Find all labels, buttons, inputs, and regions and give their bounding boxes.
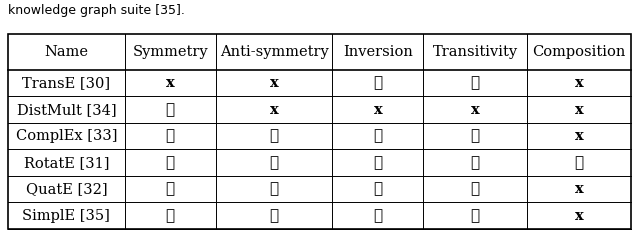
Text: ✓: ✓: [575, 156, 584, 170]
Text: Transitivity: Transitivity: [433, 45, 518, 59]
Text: x: x: [374, 103, 382, 117]
Text: ✓: ✓: [166, 182, 175, 196]
Text: ✓: ✓: [269, 156, 278, 170]
Text: x: x: [269, 103, 278, 117]
Text: x: x: [269, 76, 278, 90]
Text: ✓: ✓: [470, 209, 480, 223]
Text: ✓: ✓: [269, 182, 278, 196]
Text: TransE [30]: TransE [30]: [22, 76, 111, 90]
Text: ✓: ✓: [166, 129, 175, 143]
Text: ✓: ✓: [373, 76, 383, 90]
Text: knowledge graph suite [35].: knowledge graph suite [35].: [8, 4, 185, 17]
Text: ✓: ✓: [470, 156, 480, 170]
Text: x: x: [575, 129, 584, 143]
Text: QuatE [32]: QuatE [32]: [26, 182, 107, 196]
Text: ✓: ✓: [166, 209, 175, 223]
Text: x: x: [575, 182, 584, 196]
Text: ✓: ✓: [373, 156, 383, 170]
Text: ✓: ✓: [373, 209, 383, 223]
Text: ✓: ✓: [166, 156, 175, 170]
Text: x: x: [471, 103, 479, 117]
Text: Anti-symmetry: Anti-symmetry: [220, 45, 328, 59]
Text: Inversion: Inversion: [343, 45, 413, 59]
Text: x: x: [575, 76, 584, 90]
Text: ✓: ✓: [269, 129, 278, 143]
Text: Symmetry: Symmetry: [132, 45, 208, 59]
Text: ✓: ✓: [166, 103, 175, 117]
Text: ✓: ✓: [373, 182, 383, 196]
Text: ✓: ✓: [470, 129, 480, 143]
Text: RotatE [31]: RotatE [31]: [24, 156, 109, 170]
Text: SimplE [35]: SimplE [35]: [22, 209, 110, 223]
Text: ✓: ✓: [269, 209, 278, 223]
Text: Composition: Composition: [532, 45, 626, 59]
Text: ✓: ✓: [470, 76, 480, 90]
Text: ✓: ✓: [470, 182, 480, 196]
Text: x: x: [575, 103, 584, 117]
Bar: [8, 34, 631, 229]
Text: ✓: ✓: [373, 129, 383, 143]
Text: ComplEx [33]: ComplEx [33]: [15, 129, 117, 143]
Text: Name: Name: [44, 45, 88, 59]
Text: DistMult [34]: DistMult [34]: [17, 103, 116, 117]
Text: x: x: [575, 209, 584, 223]
Text: x: x: [166, 76, 175, 90]
